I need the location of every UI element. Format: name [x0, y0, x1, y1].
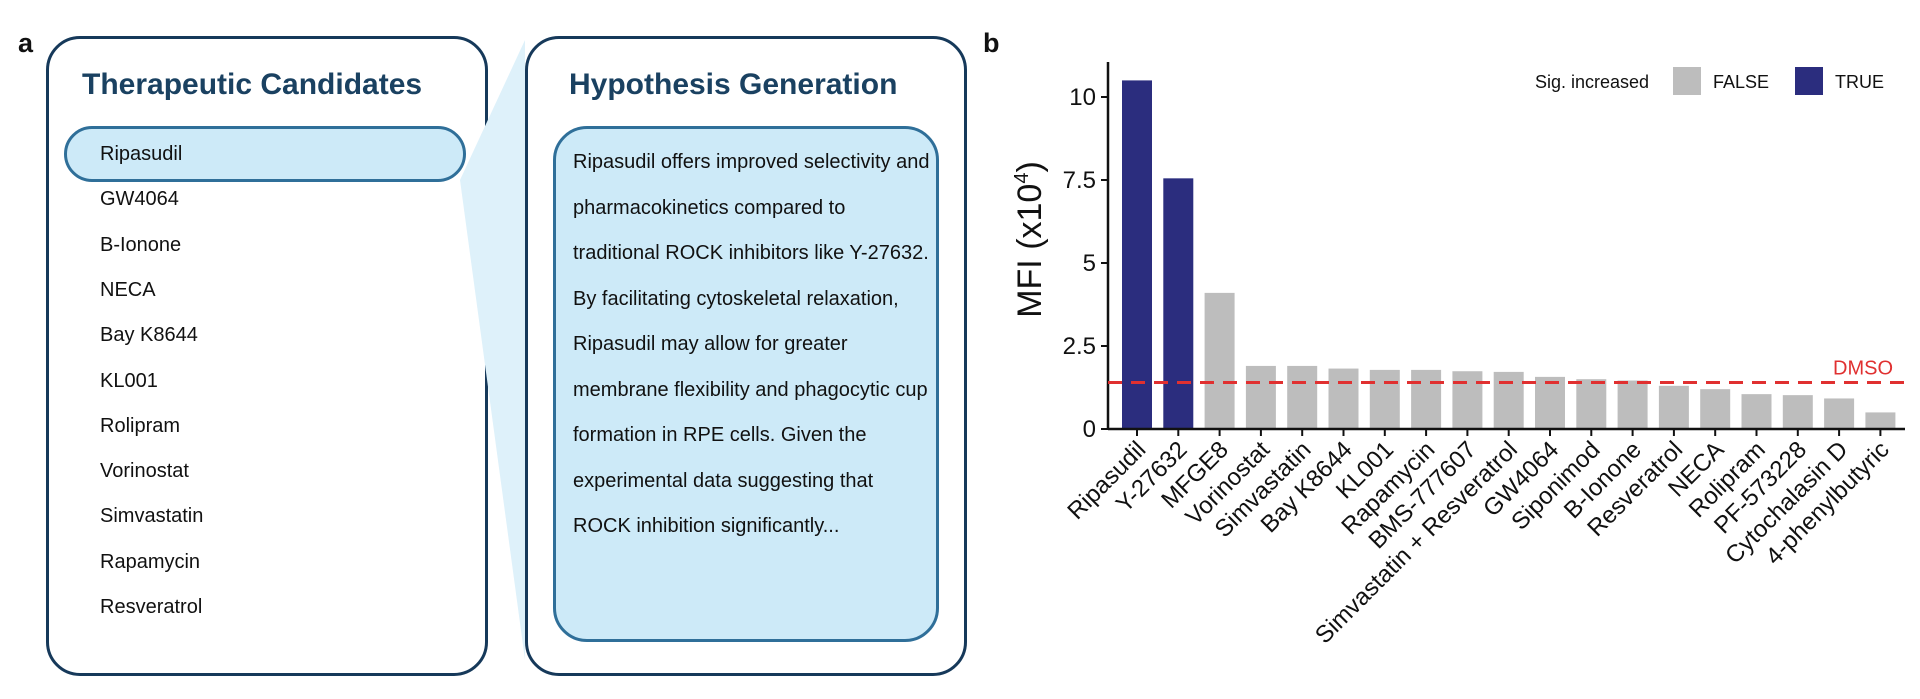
candidate-item[interactable]: KL001 — [100, 369, 158, 392]
candidates-title: Therapeutic Candidates — [82, 68, 423, 101]
bar-4-phenylbutyric — [1865, 412, 1896, 429]
hypothesis-text: Ripasudil offers improved selectivity an… — [573, 151, 930, 537]
candidate-item[interactable]: Ripasudil — [100, 143, 183, 165]
legend-label-false: FALSE — [1713, 72, 1769, 92]
bar-resveratrol — [1658, 385, 1689, 429]
candidate-item[interactable]: Vorinostat — [100, 460, 189, 483]
y-tick-label: 7.5 — [1063, 167, 1096, 194]
y-tick-label: 0 — [1083, 416, 1096, 443]
candidate-item[interactable]: GW4064 — [100, 188, 179, 211]
y-tick-label: 5 — [1083, 250, 1096, 277]
bar-mfge8 — [1204, 292, 1235, 429]
legend-title: Sig. increased — [1535, 72, 1649, 92]
legend-swatch-true — [1795, 67, 1823, 95]
legend-label-true: TRUE — [1835, 72, 1884, 92]
bar-y-27632 — [1163, 178, 1194, 429]
bar-rolipram — [1741, 394, 1772, 429]
panel-letter-b: b — [983, 28, 1000, 58]
candidate-item[interactable]: NECA — [100, 278, 156, 301]
candidate-item[interactable]: Bay K8644 — [100, 324, 198, 347]
bar-rapamycin — [1411, 369, 1442, 429]
candidate-item[interactable]: B-Ionone — [100, 233, 182, 256]
y-tick-label: 2.5 — [1063, 333, 1096, 360]
candidate-item[interactable]: Rolipram — [100, 414, 181, 437]
hypothesis-title: Hypothesis Generation — [569, 68, 898, 101]
hypothesis-text-box — [553, 126, 939, 642]
dmso-label: DMSO — [1833, 358, 1893, 380]
candidate-item[interactable]: Rapamycin — [100, 550, 201, 573]
panel-letter-a: a — [18, 28, 34, 58]
bar-kl001 — [1369, 369, 1400, 429]
candidate-item[interactable]: Resveratrol — [100, 596, 203, 618]
bar-ripasudil — [1122, 80, 1152, 430]
bar-b-ionone — [1617, 380, 1648, 429]
bar-neca — [1700, 389, 1731, 429]
bar-simvastatin-resveratrol — [1493, 371, 1524, 429]
bar-simvastatin — [1287, 365, 1318, 429]
bar-pf-573228 — [1782, 395, 1813, 429]
bar-siponimod — [1576, 379, 1607, 429]
y-axis-label: MFI (x104) — [1011, 161, 1049, 318]
candidate-item[interactable]: Simvastatin — [100, 505, 204, 528]
bar-gw4064 — [1535, 376, 1565, 429]
bar-cytochalasin-d — [1824, 398, 1855, 429]
selected-candidate-highlight[interactable] — [64, 126, 466, 182]
legend-swatch-false — [1673, 67, 1701, 95]
bar-bms-777607 — [1452, 371, 1483, 429]
bar-bay-k8644 — [1328, 368, 1359, 429]
bar-vorinostat — [1245, 365, 1276, 429]
y-tick-label: 10 — [1069, 84, 1096, 111]
